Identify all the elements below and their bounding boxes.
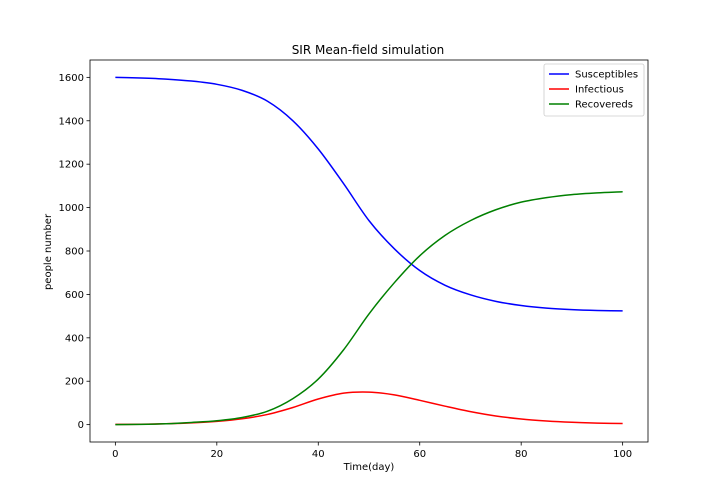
series-line-susceptibles bbox=[115, 76, 623, 312]
legend-box bbox=[543, 63, 645, 117]
x-tick-label: 100 bbox=[613, 449, 632, 460]
plot-area: 0 20 40 60 80 1000200400600800100012001400160… bbox=[59, 59, 649, 460]
y-tick-label: 1200 bbox=[59, 160, 84, 171]
series-line-recovereds bbox=[115, 191, 623, 426]
x-tick-label: 60 bbox=[413, 449, 426, 460]
y-tick-label: 800 bbox=[65, 247, 84, 258]
x-tick-label: 20 bbox=[210, 449, 223, 460]
y-tick-label: 1400 bbox=[59, 116, 84, 127]
legend-label-susceptibles: Susceptibles bbox=[575, 70, 638, 81]
y-tick-label: 400 bbox=[65, 333, 84, 344]
x-tick-label: 40 bbox=[312, 449, 325, 460]
x-tick-label: 80 bbox=[515, 449, 528, 460]
y-tick-label: 200 bbox=[65, 377, 84, 388]
chart-title: SIR Mean-field simulation bbox=[292, 43, 445, 57]
legend: Susceptibles Infectious Recovereds bbox=[543, 63, 645, 117]
x-tick-label: 0 bbox=[112, 449, 118, 460]
y-tick-label: 1600 bbox=[59, 73, 84, 84]
y-axis-label: people number bbox=[43, 213, 54, 290]
y-tick-label: 600 bbox=[65, 290, 84, 301]
y-tick-label: 0 bbox=[78, 420, 84, 431]
legend-label-recovereds: Recovereds bbox=[575, 100, 633, 111]
y-tick-label: 1000 bbox=[59, 203, 84, 214]
x-axis-label: Time(day) bbox=[343, 462, 395, 473]
legend-label-infectious: Infectious bbox=[575, 85, 624, 96]
